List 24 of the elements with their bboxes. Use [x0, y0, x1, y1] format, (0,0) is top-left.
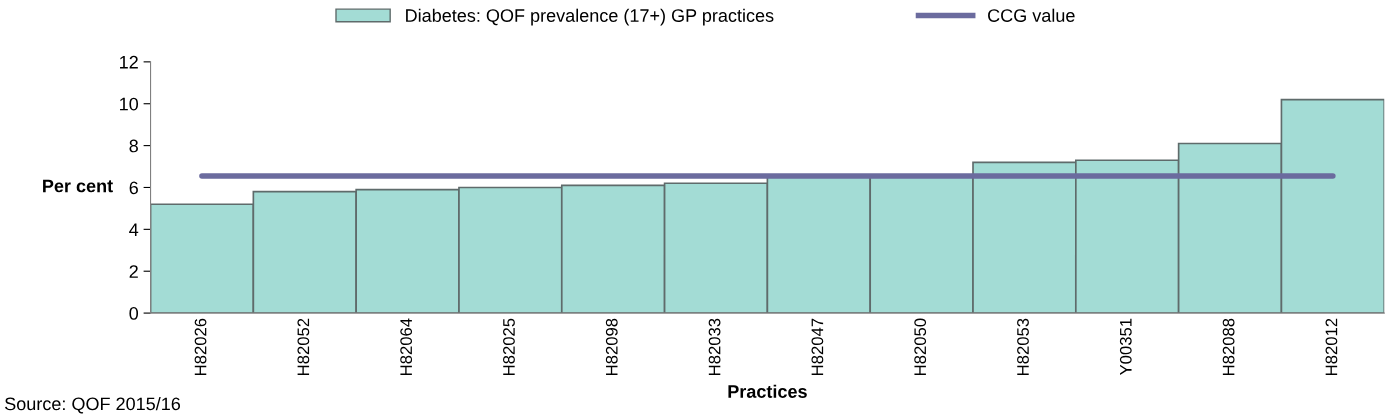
y-tick-label: 6 — [129, 181, 138, 195]
x-tick-label: H82088 — [1222, 318, 1235, 375]
y-tick-label: 10 — [120, 97, 139, 111]
x-tick-label: H82012 — [1325, 318, 1338, 375]
y-tick-label: 12 — [120, 55, 138, 69]
y-axis-title: Per cent — [43, 179, 113, 193]
x-axis-title: Practices — [728, 384, 807, 398]
x-tick-label: H82047 — [811, 318, 824, 375]
x-tick-label: H82052 — [297, 318, 310, 375]
x-tick-label: Y00351 — [1119, 318, 1132, 376]
y-tick-label: 0 — [129, 307, 139, 320]
source-note: Source: QOF 2015/16 — [5, 396, 181, 414]
x-tick-label: H82033 — [708, 318, 721, 375]
legend-label: CCG value — [988, 8, 1075, 22]
x-tick-label: H82025 — [503, 318, 515, 375]
x-tick-label: H82098 — [605, 318, 618, 375]
y-tick-label: 8 — [129, 139, 138, 153]
y-tick-label: 2 — [129, 265, 138, 278]
x-tick-label: H82026 — [194, 318, 207, 375]
legend-label: Diabetes: QOF prevalence (17+) GP practices — [406, 8, 774, 26]
x-tick-label: H82053 — [1017, 318, 1029, 375]
x-tick-label: H82064 — [400, 318, 413, 375]
x-tick-label: H82050 — [914, 318, 927, 375]
y-tick-label: 4 — [129, 223, 139, 236]
